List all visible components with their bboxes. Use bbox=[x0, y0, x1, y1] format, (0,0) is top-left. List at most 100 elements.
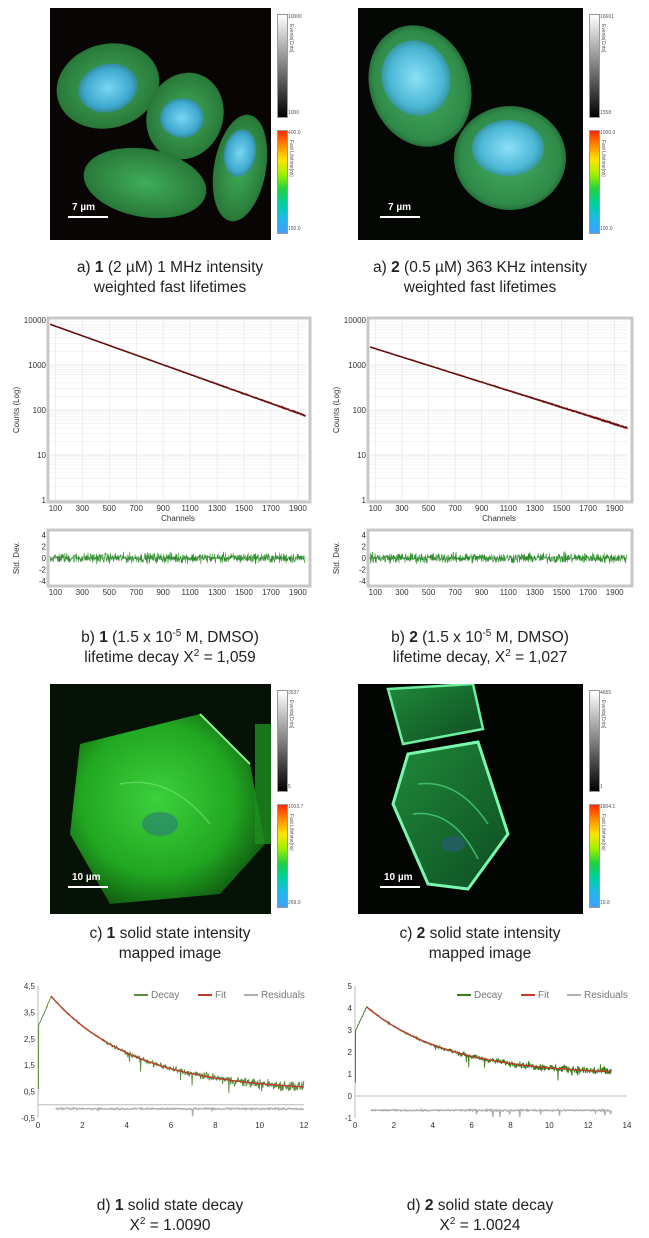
scale-bar-label: 10 µm bbox=[384, 872, 413, 883]
residual-x-tick-label: 700 bbox=[448, 588, 462, 597]
y-tick-label: 3 bbox=[348, 1026, 353, 1035]
fit-series bbox=[50, 996, 303, 1088]
caption-d2: d) 2 solid state decay X2 = 1.0024 bbox=[406, 1197, 554, 1234]
y-tick-label: 1 bbox=[42, 496, 47, 505]
x-tick-label: 1100 bbox=[500, 504, 518, 513]
colorbar-max: 10000 bbox=[288, 14, 302, 20]
residual-x-tick-label: 100 bbox=[49, 588, 63, 597]
residual-x-tick-label: 1700 bbox=[262, 588, 280, 597]
x-tick-label: 1300 bbox=[526, 504, 544, 513]
residual-x-tick-label: 1100 bbox=[182, 588, 200, 597]
legend-label-decay: Decay bbox=[474, 990, 502, 1001]
x-tick-label: 4 bbox=[430, 1121, 435, 1130]
micrograph-a1: 7 µm bbox=[50, 8, 271, 240]
y-tick-label: -1 bbox=[345, 1114, 353, 1123]
y-tick-label: 10 bbox=[37, 451, 46, 460]
y-tick-label: 1000 bbox=[348, 361, 366, 370]
colorbar-max: 1003.7 bbox=[288, 804, 304, 810]
colorbar-min: 269.0 bbox=[288, 900, 301, 906]
x-tick-label: 100 bbox=[49, 504, 63, 513]
x-tick-label: 100 bbox=[369, 504, 383, 513]
legend-label-fit: Fit bbox=[538, 990, 549, 1001]
caption-a2: a) 2 (0.5 µM) 363 KHz intensity weighted… bbox=[373, 259, 587, 296]
colorbar-max: 4655 bbox=[600, 690, 612, 696]
y-axis-label: Counts (Log) bbox=[12, 387, 21, 434]
colorbar-title: Events[Cnts] bbox=[600, 700, 606, 729]
residual-x-tick-label: 300 bbox=[76, 588, 90, 597]
x-tick-label: 1300 bbox=[208, 504, 226, 513]
residual-tick-label: 2 bbox=[42, 542, 47, 551]
decay-series bbox=[37, 995, 305, 1093]
fit-line bbox=[49, 323, 305, 417]
y-tick-label: -0,5 bbox=[21, 1114, 35, 1123]
residual-series bbox=[55, 1106, 305, 1117]
micrograph-a2: 7 µm bbox=[358, 8, 583, 240]
x-tick-label: 0 bbox=[353, 1121, 358, 1130]
residual-x-tick-label: 300 bbox=[395, 588, 409, 597]
x-tick-label: 10 bbox=[545, 1121, 554, 1130]
scale-bar bbox=[380, 216, 420, 218]
residual-x-tick-label: 1300 bbox=[526, 588, 544, 597]
x-tick-label: 12 bbox=[300, 1121, 309, 1130]
legend-label-residuals: Residuals bbox=[261, 990, 305, 1001]
colorbar-max: 3537 bbox=[288, 690, 300, 696]
scale-bar bbox=[380, 886, 420, 888]
x-tick-label: 500 bbox=[103, 504, 117, 513]
decay-series bbox=[354, 1006, 612, 1083]
colorbar-title: Fast Lifetime[ns] bbox=[600, 814, 606, 851]
caption-b2: b) 2 (1.5 x 10-5 M, DMSO) lifetime decay… bbox=[391, 627, 569, 666]
residual-tick-label: 4 bbox=[42, 531, 47, 540]
caption-c1: c) 1 solid state intensity mapped image bbox=[89, 925, 251, 962]
scale-bar bbox=[68, 216, 108, 218]
x-tick-label: 8 bbox=[213, 1121, 218, 1130]
colorbar-title: Events[Cnts] bbox=[600, 24, 606, 53]
lifetime-colorbar bbox=[277, 130, 288, 234]
colorbar-min: 5 bbox=[288, 784, 291, 790]
x-axis-label: Channels bbox=[161, 514, 195, 523]
caption-a1: a) 1 (2 µM) 1 MHz intensity weighted fas… bbox=[76, 259, 264, 296]
decay-chart-b2: 100 300 500 700 900 1100 1300 1500 1700 190010000… bbox=[332, 316, 634, 597]
scale-bar-label: 7 µm bbox=[72, 202, 95, 213]
intensity-colorbar bbox=[277, 690, 288, 792]
residual-tick-label: 0 bbox=[42, 554, 47, 563]
x-tick-label: 12 bbox=[584, 1121, 593, 1130]
colorbar-min: 1558 bbox=[600, 110, 612, 116]
y-tick-label: 0 bbox=[348, 1092, 353, 1101]
colorbar-min: 150.0 bbox=[288, 226, 301, 232]
colorbar-min: 1000 bbox=[288, 110, 300, 116]
x-tick-label: 8 bbox=[508, 1121, 513, 1130]
x-tick-label: 6 bbox=[469, 1121, 474, 1130]
colorbar-min: 19.8 bbox=[600, 900, 610, 906]
colorbar-max: 1000.0 bbox=[600, 130, 616, 136]
caption-c2: c) 2 solid state intensity mapped image bbox=[399, 925, 561, 962]
y-tick-label: 1 bbox=[362, 496, 367, 505]
y-tick-label: 100 bbox=[33, 406, 47, 415]
residual-series bbox=[369, 551, 627, 565]
x-tick-label: 2 bbox=[392, 1121, 397, 1130]
x-tick-label: 900 bbox=[156, 504, 170, 513]
y-tick-label: 10 bbox=[357, 451, 366, 460]
residual-tick-label: 0 bbox=[362, 554, 367, 563]
colorbar-title: Fast Lifetime[ns] bbox=[288, 814, 294, 851]
x-tick-label: 14 bbox=[623, 1121, 632, 1130]
x-tick-label: 500 bbox=[422, 504, 436, 513]
legend-label-decay: Decay bbox=[151, 990, 179, 1001]
lifetime-colorbar bbox=[589, 804, 600, 908]
colorbar-min: 1 bbox=[600, 784, 603, 790]
intensity-colorbar bbox=[277, 14, 288, 118]
y-tick-label: 1 bbox=[348, 1070, 353, 1079]
residual-x-tick-label: 500 bbox=[422, 588, 436, 597]
residual-x-tick-label: 500 bbox=[103, 588, 117, 597]
x-tick-label: 4 bbox=[124, 1121, 129, 1130]
y-tick-label: 10000 bbox=[24, 316, 47, 325]
residual-tick-label: -2 bbox=[39, 566, 47, 575]
colorbar-min: 100.0 bbox=[600, 226, 613, 232]
y-tick-label: 100 bbox=[353, 406, 367, 415]
residual-x-tick-label: 1300 bbox=[208, 588, 226, 597]
residual-x-tick-label: 1700 bbox=[579, 588, 597, 597]
y-tick-label: 3,5 bbox=[24, 1008, 36, 1017]
x-tick-label: 0 bbox=[36, 1121, 41, 1130]
x-tick-label: 10 bbox=[255, 1121, 264, 1130]
x-tick-label: 2 bbox=[80, 1121, 85, 1130]
